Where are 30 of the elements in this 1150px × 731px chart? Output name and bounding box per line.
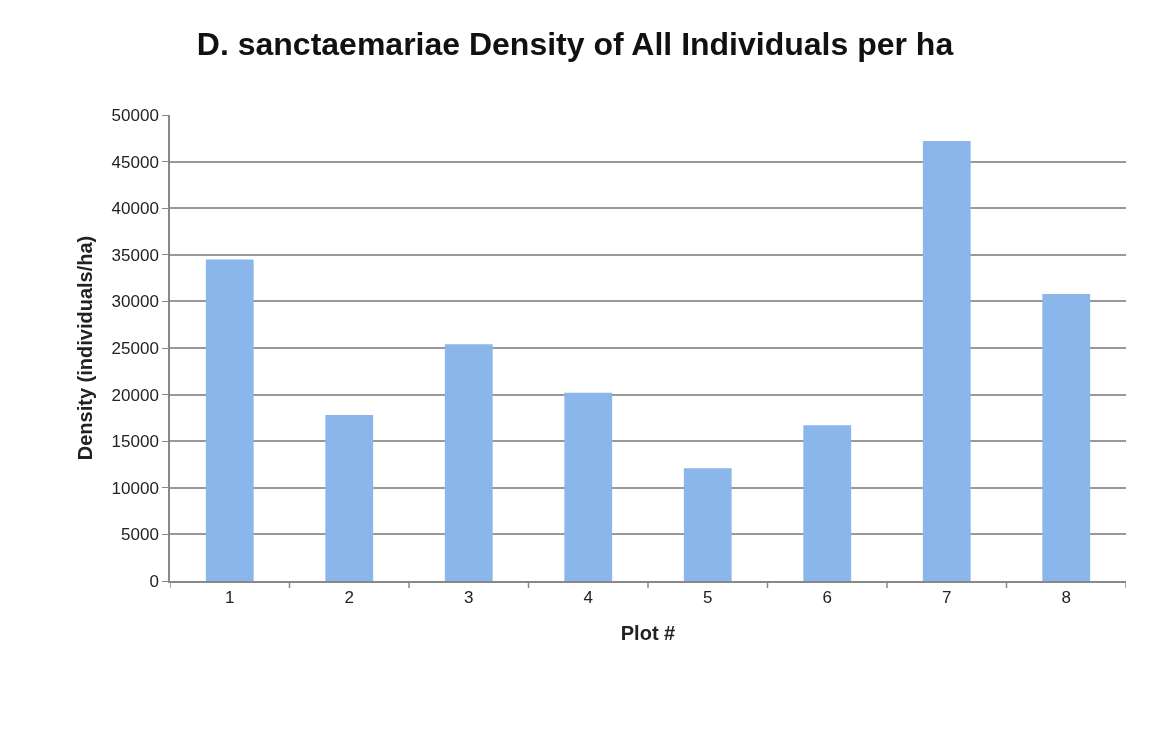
x-axis-title: Plot # [620,622,676,645]
x-tick-label: 7 [942,588,952,608]
bar [564,392,613,581]
y-tick-label: 30000 [111,292,159,312]
y-tick-label: 45000 [111,152,159,172]
chart-title: D. sanctaemariae Density of All Individuals per ha [196,26,954,63]
bar [444,344,493,581]
bar [205,259,254,581]
y-tick-label: 25000 [111,338,159,358]
x-tick-label: 4 [583,588,593,608]
y-tick-label: 35000 [111,245,159,265]
y-tick-label: 20000 [111,385,159,405]
bar [683,468,732,581]
y-tick-label: 10000 [111,478,159,498]
x-tick-label: 3 [464,588,474,608]
y-tick-label: 40000 [111,199,159,219]
x-tick-label: 2 [344,588,354,608]
y-tick-label: 0 [149,571,159,591]
bar [325,415,374,581]
x-tick-label: 8 [1061,588,1071,608]
x-tick-label: 5 [703,588,713,608]
x-tick-label: 1 [225,588,235,608]
y-tick-label: 15000 [111,432,159,452]
y-axis-title: Density (individuals/ha) [73,235,96,461]
y-tick-label: 5000 [121,525,159,545]
bar [1042,293,1091,581]
x-tick-label: 6 [822,588,832,608]
y-tick-label: 50000 [111,105,159,125]
bar [803,425,852,581]
bar [922,141,971,581]
